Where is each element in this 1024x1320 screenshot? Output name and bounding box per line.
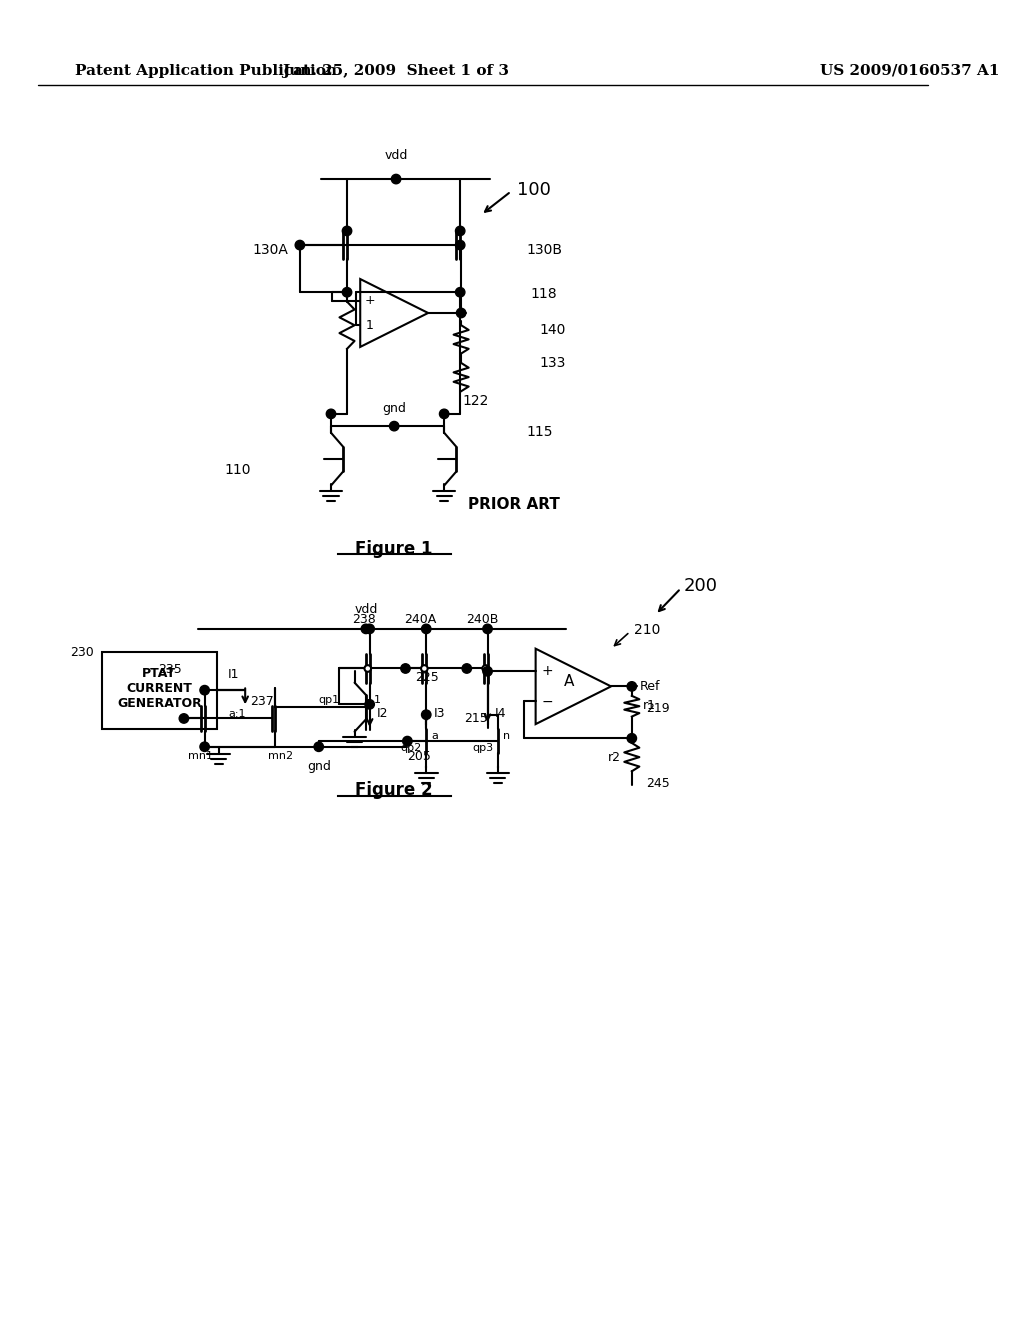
Circle shape: [361, 624, 371, 634]
Circle shape: [439, 409, 449, 418]
Text: r1: r1: [643, 698, 656, 711]
Text: r2: r2: [607, 751, 621, 764]
Text: 210: 210: [634, 623, 660, 636]
Circle shape: [314, 742, 324, 751]
Text: vdd: vdd: [384, 149, 408, 162]
Text: 140: 140: [540, 323, 566, 337]
Circle shape: [342, 288, 351, 297]
Circle shape: [456, 226, 465, 236]
Text: qp3: qp3: [472, 743, 494, 752]
Text: qp2: qp2: [400, 743, 422, 752]
Text: 100: 100: [517, 181, 551, 199]
Bar: [101, 652, 217, 729]
Text: n: n: [503, 731, 510, 742]
Text: +: +: [365, 294, 375, 308]
Text: I4: I4: [495, 708, 507, 721]
Circle shape: [327, 409, 336, 418]
Text: Figure 2: Figure 2: [355, 781, 433, 799]
Text: GENERATOR: GENERATOR: [117, 697, 202, 710]
Text: 200: 200: [684, 577, 718, 595]
Circle shape: [482, 665, 488, 672]
Circle shape: [456, 240, 465, 249]
Text: mn2: mn2: [268, 751, 294, 762]
Circle shape: [483, 667, 493, 676]
Circle shape: [457, 309, 466, 318]
Text: gnd: gnd: [382, 401, 407, 414]
Text: −: −: [541, 694, 553, 709]
Text: mn1: mn1: [188, 751, 213, 762]
Text: Patent Application Publication: Patent Application Publication: [76, 63, 338, 78]
Text: 130A: 130A: [253, 243, 289, 257]
Text: 219: 219: [646, 702, 670, 714]
Text: a: a: [431, 731, 438, 742]
Text: 215: 215: [464, 711, 487, 725]
Text: Ref: Ref: [639, 680, 659, 693]
Text: Figure 1: Figure 1: [355, 540, 433, 558]
Text: I1: I1: [228, 668, 240, 681]
Text: 205: 205: [408, 750, 431, 763]
Text: 110: 110: [224, 462, 251, 477]
Text: 1: 1: [374, 694, 381, 705]
Text: 115: 115: [526, 425, 553, 438]
Text: +: +: [541, 664, 553, 678]
Text: 133: 133: [540, 356, 566, 370]
Text: 118: 118: [530, 288, 557, 301]
Text: US 2009/0160537 A1: US 2009/0160537 A1: [820, 63, 999, 78]
Circle shape: [462, 664, 471, 673]
Circle shape: [422, 624, 431, 634]
Text: 235: 235: [159, 663, 182, 676]
Text: 240B: 240B: [466, 612, 498, 626]
Text: 130B: 130B: [526, 243, 562, 257]
Circle shape: [179, 714, 188, 723]
Text: PRIOR ART: PRIOR ART: [468, 496, 560, 512]
Circle shape: [365, 624, 375, 634]
Text: I2: I2: [377, 708, 389, 721]
Circle shape: [342, 226, 351, 236]
Circle shape: [402, 737, 412, 746]
Text: 238: 238: [352, 612, 376, 626]
Circle shape: [421, 665, 428, 672]
Text: CURRENT: CURRENT: [126, 682, 193, 694]
Circle shape: [400, 664, 411, 673]
Text: PTAT: PTAT: [142, 667, 176, 680]
Text: 237: 237: [250, 694, 273, 708]
Circle shape: [200, 742, 209, 751]
Text: 230: 230: [71, 645, 94, 659]
Circle shape: [389, 421, 399, 430]
Text: 240A: 240A: [404, 612, 436, 626]
Circle shape: [295, 240, 304, 249]
Text: a:1: a:1: [228, 709, 246, 719]
Circle shape: [365, 665, 371, 672]
Text: A: A: [563, 675, 573, 689]
Text: 225: 225: [415, 672, 438, 684]
Text: qp1: qp1: [318, 694, 340, 705]
Text: 122: 122: [462, 393, 488, 408]
Circle shape: [483, 624, 493, 634]
Circle shape: [627, 734, 637, 743]
Text: 245: 245: [646, 777, 670, 791]
Text: gnd: gnd: [307, 760, 331, 774]
Text: 1: 1: [366, 318, 374, 331]
Text: Jun. 25, 2009  Sheet 1 of 3: Jun. 25, 2009 Sheet 1 of 3: [283, 63, 510, 78]
Circle shape: [627, 681, 637, 692]
Text: vdd: vdd: [354, 603, 378, 615]
Circle shape: [391, 174, 400, 183]
Circle shape: [456, 288, 465, 297]
Text: I3: I3: [434, 708, 445, 721]
Circle shape: [422, 710, 431, 719]
Circle shape: [365, 700, 375, 709]
Circle shape: [200, 685, 209, 694]
